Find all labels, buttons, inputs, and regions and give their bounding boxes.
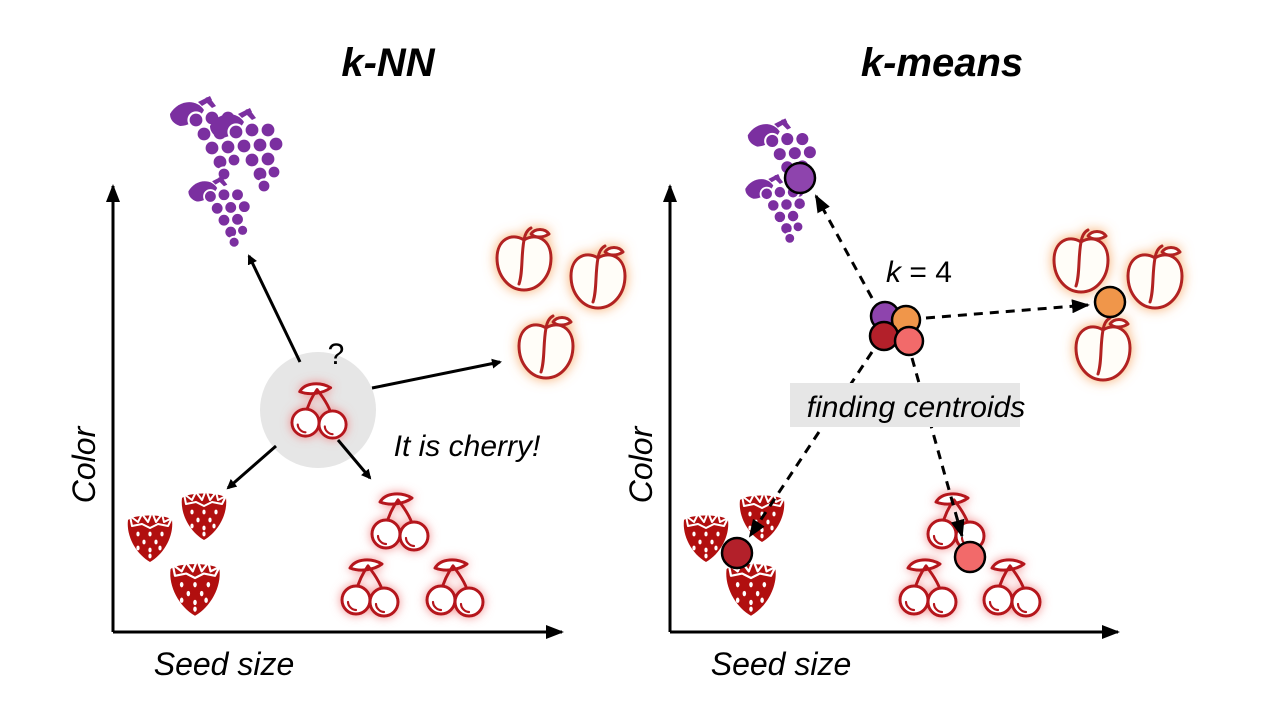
final-centroid-peach	[1093, 285, 1127, 319]
initial-centroid-red-dark	[868, 320, 900, 352]
knn-panel: k-NN Seed size Color	[66, 41, 627, 682]
dashed-arrow-to-peach	[925, 299, 1090, 320]
peach-icon	[517, 314, 575, 380]
k-value-label: k = 4	[886, 256, 952, 289]
cherry-icon	[982, 558, 1042, 618]
cherry-icon	[425, 558, 485, 618]
kmeans-y-axis-label: Color	[623, 425, 659, 503]
k-value: = 4	[901, 256, 952, 289]
peach-icon	[569, 244, 627, 310]
knn-strawberry-cluster	[126, 489, 228, 617]
query-halo	[260, 352, 376, 468]
arrow-to-peach	[371, 358, 502, 390]
final-centroid-grape	[783, 161, 817, 195]
k-symbol: k	[886, 256, 903, 289]
query-mark: ?	[328, 338, 345, 371]
knn-result-text: It is cherry!	[394, 430, 541, 463]
strawberry-icon	[169, 559, 221, 617]
kmeans-x-axis-label: Seed size	[711, 646, 852, 682]
knn-grape-cluster	[168, 94, 285, 249]
cherry-icon	[926, 492, 986, 552]
kmeans-panel: k-means Seed size Color	[623, 41, 1184, 682]
peach-icon	[1052, 228, 1110, 294]
cherry-icon	[340, 558, 400, 618]
knn-x-axis-label: Seed size	[154, 646, 295, 682]
dashed-arrow-to-strawberry	[748, 351, 874, 538]
peach-icon	[1074, 316, 1132, 382]
knn-title: k-NN	[341, 41, 435, 85]
knn-peach-cluster	[495, 226, 627, 380]
strawberry-icon	[180, 489, 228, 541]
process-label: finding centroids	[807, 391, 1025, 424]
strawberry-icon	[126, 511, 174, 563]
final-centroids	[720, 161, 1127, 574]
kmeans-title: k-means	[861, 41, 1023, 85]
arrow-to-grape	[247, 254, 302, 363]
final-centroid-strawberry	[720, 536, 754, 570]
initial-centroids	[868, 300, 925, 357]
process-label-box	[790, 383, 1020, 427]
final-centroid-cherry	[953, 540, 987, 574]
cherry-icon	[370, 492, 430, 552]
arrow-to-strawberry	[226, 444, 277, 490]
initial-centroid-red-light	[893, 325, 925, 357]
knn-y-axis-label: Color	[66, 425, 102, 503]
knn-query-point: ?	[260, 338, 376, 468]
grape-icon	[187, 175, 252, 249]
knn-neighbor-arrows	[226, 254, 502, 490]
peach-icon	[1126, 244, 1184, 310]
dashed-arrow-to-grape	[814, 194, 874, 299]
arrow-to-cherry	[336, 439, 372, 480]
knn-cherry-cluster	[340, 492, 485, 618]
peach-icon	[495, 226, 553, 292]
centroid-movement-arrows	[748, 194, 1090, 538]
cherry-icon	[898, 558, 958, 618]
